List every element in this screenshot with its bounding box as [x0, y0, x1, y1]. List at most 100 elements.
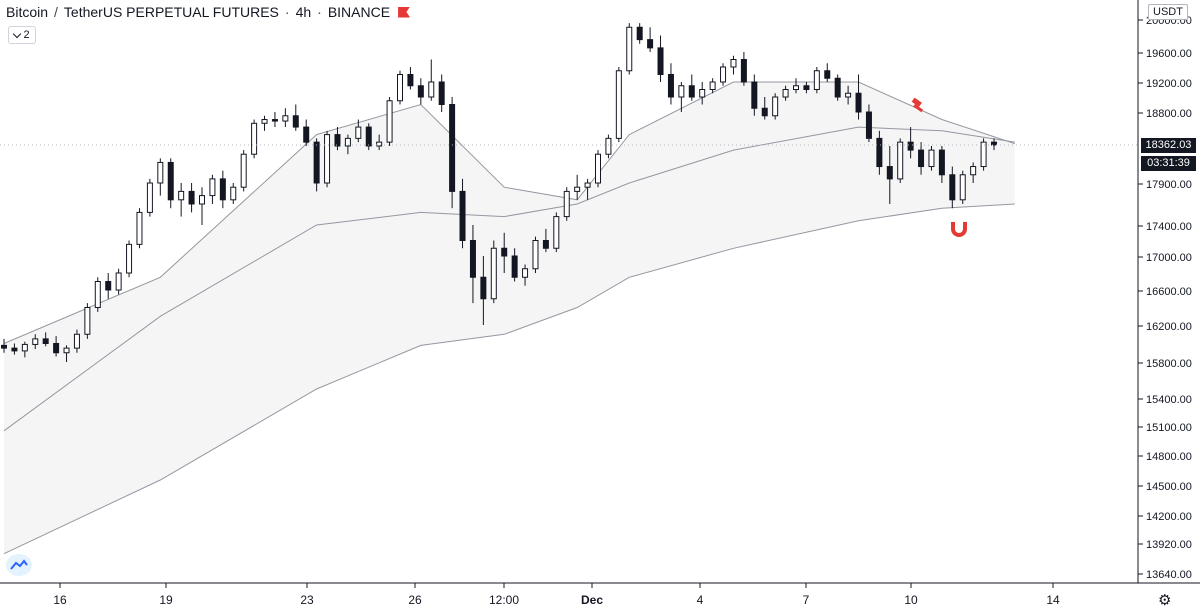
candle-down[interactable] — [449, 104, 456, 192]
candle-down[interactable] — [991, 141, 997, 146]
candle-down[interactable] — [855, 92, 862, 113]
candle-down[interactable] — [876, 137, 883, 168]
candle-down[interactable] — [865, 111, 872, 139]
candle-up[interactable] — [626, 26, 633, 72]
candle-down[interactable] — [188, 190, 195, 205]
candle-down[interactable] — [751, 81, 758, 109]
tradingview-logo-icon[interactable] — [6, 554, 32, 576]
candle-down[interactable] — [511, 255, 518, 278]
candle-up[interactable] — [532, 240, 539, 270]
candle-up[interactable] — [146, 182, 153, 213]
candle-down[interactable] — [740, 59, 747, 83]
candle-up[interactable] — [522, 268, 529, 278]
candle-up[interactable] — [782, 89, 789, 98]
candle-up[interactable] — [344, 137, 351, 147]
hammer-icon[interactable] — [911, 97, 922, 107]
candle-up[interactable] — [209, 178, 216, 197]
candle-up[interactable] — [230, 186, 237, 201]
candle-down[interactable] — [469, 240, 476, 278]
candle-down[interactable] — [949, 174, 956, 201]
candle-up[interactable] — [428, 81, 435, 98]
candle-up[interactable] — [553, 216, 560, 249]
candle-down[interactable] — [303, 126, 310, 143]
candle-up[interactable] — [136, 211, 143, 245]
candle-up[interactable] — [928, 149, 935, 168]
candle-up[interactable] — [793, 85, 799, 90]
candle-up[interactable] — [32, 338, 39, 345]
currency-label[interactable]: USDT — [1148, 4, 1188, 20]
candle-up[interactable] — [699, 89, 706, 98]
candle-down[interactable] — [657, 47, 664, 75]
candle-up[interactable] — [115, 272, 122, 291]
candle-up[interactable] — [772, 96, 779, 117]
candle-down[interactable] — [417, 85, 424, 98]
candle-up[interactable] — [970, 166, 977, 176]
candle-down[interactable] — [688, 85, 695, 98]
candle-up[interactable] — [615, 70, 622, 139]
candle-down[interactable] — [219, 178, 226, 201]
candle-up[interactable] — [282, 115, 289, 122]
candle-up[interactable] — [199, 195, 205, 205]
flag-icon[interactable] — [398, 6, 411, 18]
candle-up[interactable] — [178, 190, 185, 201]
candle-up[interactable] — [324, 134, 331, 184]
price-axis[interactable] — [1138, 0, 1200, 611]
candle-down[interactable] — [1, 344, 7, 349]
candle-up[interactable] — [490, 247, 497, 300]
candle-down[interactable] — [803, 85, 810, 90]
candle-up[interactable] — [584, 182, 591, 188]
candle-up[interactable] — [595, 153, 601, 184]
candle-down[interactable] — [11, 347, 18, 352]
candle-down[interactable] — [824, 70, 831, 79]
candle-down[interactable] — [271, 119, 278, 122]
candle-down[interactable] — [292, 115, 299, 128]
candle-down[interactable] — [918, 149, 925, 168]
candle-up[interactable] — [897, 141, 904, 180]
candle-down[interactable] — [53, 343, 60, 354]
candle-up[interactable] — [959, 174, 966, 201]
candle-up[interactable] — [386, 100, 393, 143]
candle-down[interactable] — [938, 149, 945, 176]
exchange-label[interactable]: BINANCE — [327, 4, 391, 20]
candle-up[interactable] — [730, 59, 737, 68]
candle-up[interactable] — [376, 141, 383, 147]
candle-down[interactable] — [365, 126, 372, 147]
candle-down[interactable] — [407, 74, 414, 87]
magnet-icon[interactable] — [951, 222, 967, 237]
candle-up[interactable] — [157, 161, 164, 184]
candle-up[interactable] — [813, 70, 820, 90]
candle-up[interactable] — [84, 307, 91, 335]
candle-up[interactable] — [980, 141, 987, 168]
candle-up[interactable] — [397, 74, 403, 102]
candle-up[interactable] — [94, 281, 101, 308]
candle-down[interactable] — [501, 247, 508, 257]
candle-down[interactable] — [636, 26, 643, 41]
candle-up[interactable] — [63, 347, 70, 354]
indicators-collapse-button[interactable]: 2 — [8, 26, 36, 44]
candle-up[interactable] — [720, 66, 727, 83]
candle-up[interactable] — [574, 186, 581, 192]
candle-down[interactable] — [313, 141, 320, 184]
candle-up[interactable] — [126, 243, 133, 274]
symbol-quote[interactable]: TetherUS PERPETUAL FUTURES — [63, 4, 279, 20]
candle-down[interactable] — [886, 166, 893, 180]
candle-down[interactable] — [542, 240, 549, 249]
candle-down[interactable] — [667, 74, 674, 98]
gear-icon[interactable]: ⚙ — [1158, 592, 1172, 609]
candle-up[interactable] — [845, 92, 852, 98]
candle-down[interactable] — [647, 39, 654, 49]
candle-up[interactable] — [605, 137, 612, 155]
candle-down[interactable] — [105, 281, 112, 291]
candle-up[interactable] — [251, 122, 258, 155]
symbol-base[interactable]: Bitcoin — [6, 4, 49, 20]
candle-down[interactable] — [459, 190, 466, 241]
candle-down[interactable] — [334, 134, 341, 147]
candle-down[interactable] — [42, 338, 49, 344]
candle-up[interactable] — [563, 190, 570, 218]
candle-down[interactable] — [834, 77, 841, 98]
candle-down[interactable] — [480, 276, 487, 300]
candle-down[interactable] — [907, 141, 914, 151]
candle-up[interactable] — [355, 126, 362, 139]
